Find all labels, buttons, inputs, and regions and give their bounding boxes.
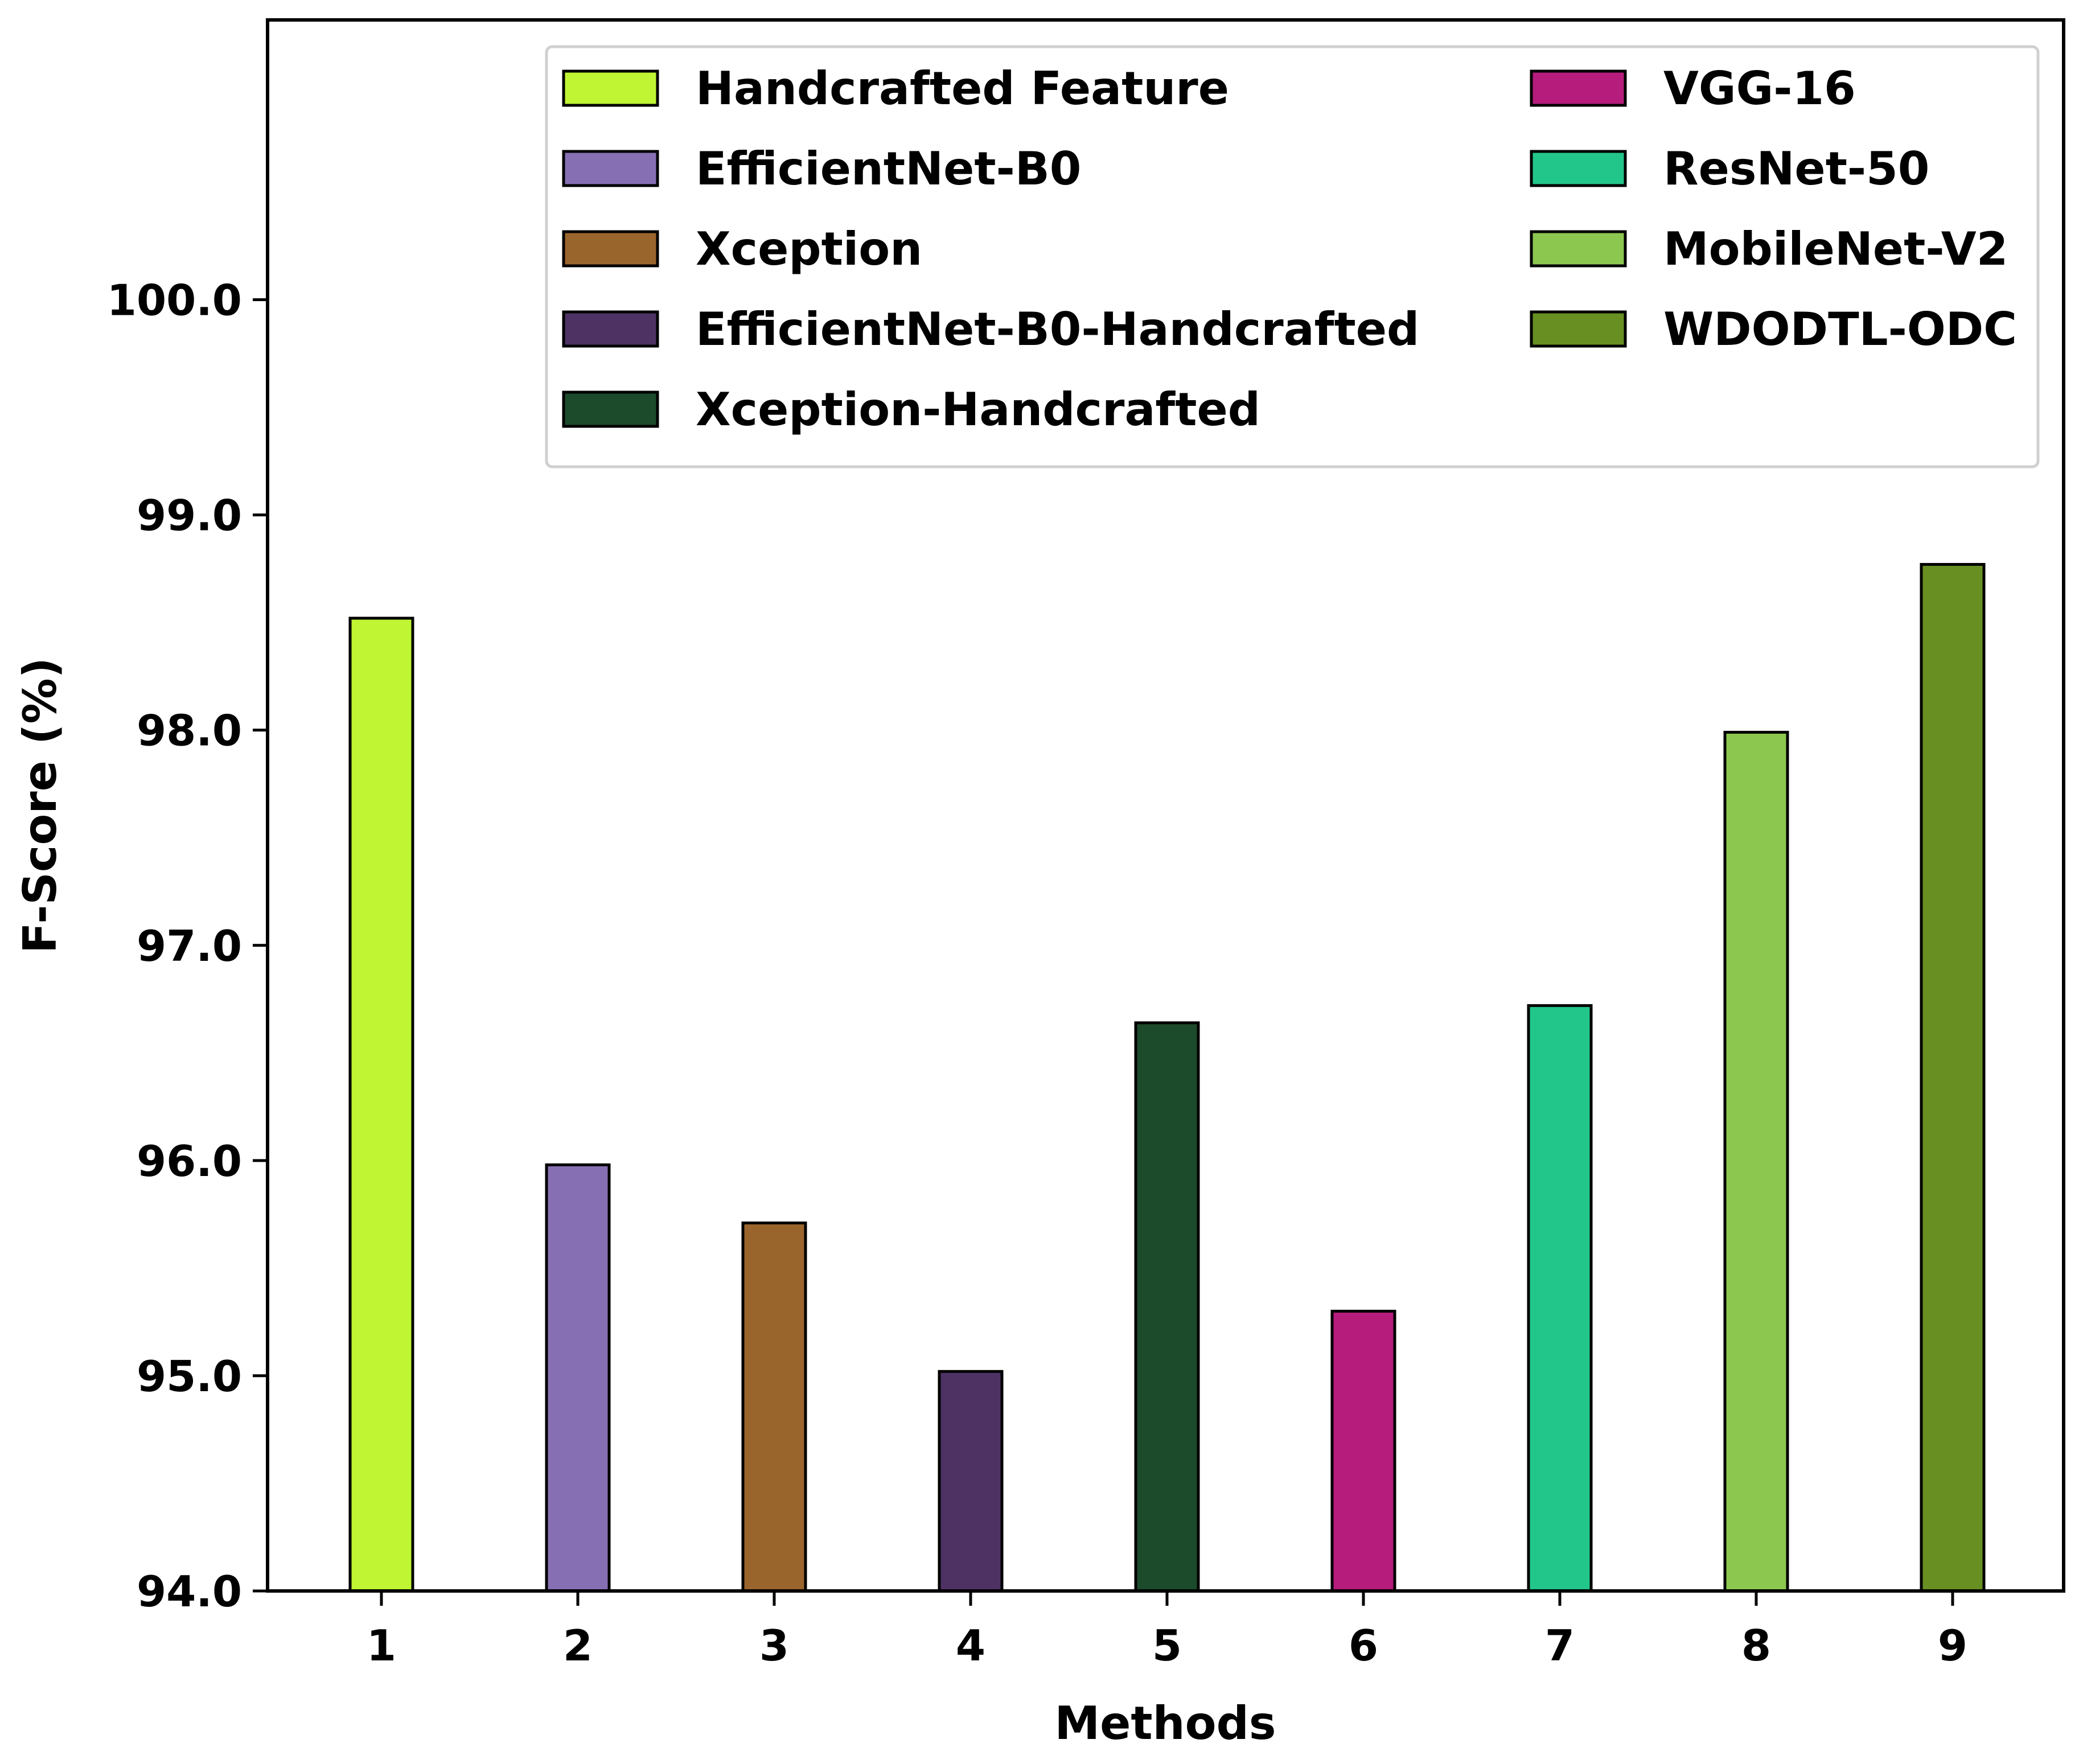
y-axis-title: F-Score (%) xyxy=(14,657,67,953)
bar-1 xyxy=(348,616,414,1593)
x-tick-label: 2 xyxy=(563,1621,593,1671)
y-tick-label: 94.0 xyxy=(137,1566,242,1617)
legend-label: Xception xyxy=(696,223,922,276)
y-tick-label: 100.0 xyxy=(107,276,242,326)
bar-7 xyxy=(1527,1004,1593,1593)
x-tick-label: 4 xyxy=(956,1621,985,1671)
legend-label: WDODTL-ODC xyxy=(1663,303,2017,356)
y-tick-label: 98.0 xyxy=(137,706,242,756)
x-tick-label: 5 xyxy=(1152,1621,1182,1671)
legend-label: MobileNet-V2 xyxy=(1663,223,2008,276)
legend-swatch xyxy=(1530,150,1627,187)
bar-8 xyxy=(1723,730,1789,1593)
legend-swatch xyxy=(1530,230,1627,268)
x-tick-label: 6 xyxy=(1349,1621,1378,1671)
x-tick-label: 9 xyxy=(1938,1621,1967,1671)
x-axis: 1 2 3 4 5 6 7 8 9 xyxy=(367,1591,1967,1671)
legend-label: ResNet-50 xyxy=(1663,142,1929,195)
legend-swatch xyxy=(562,230,659,268)
legend-label: Xception-Handcrafted xyxy=(696,383,1260,436)
y-tick-label: 97.0 xyxy=(137,921,242,971)
x-tick-label: 7 xyxy=(1545,1621,1575,1671)
bar-2 xyxy=(545,1163,611,1593)
bar-6 xyxy=(1330,1309,1396,1593)
x-tick-label: 8 xyxy=(1741,1621,1771,1671)
legend-label: EfficientNet-B0-Handcrafted xyxy=(696,303,1419,356)
legend: Handcrafted Feature EfficientNet-B0 Xcepti… xyxy=(545,45,2040,468)
legend-swatch xyxy=(562,390,659,428)
legend-swatch xyxy=(562,69,659,107)
legend-swatch xyxy=(1530,69,1627,107)
x-axis-title: Methods xyxy=(1055,1697,1276,1750)
bar-3 xyxy=(741,1221,807,1593)
bar-5 xyxy=(1134,1021,1200,1593)
legend-label: Handcrafted Feature xyxy=(696,62,1229,115)
legend-label: EfficientNet-B0 xyxy=(696,142,1081,195)
legend-swatch xyxy=(1530,310,1627,348)
bars-group xyxy=(348,563,1986,1593)
y-axis: 94.0 95.0 96.0 97.0 98.0 99.0 100.0 xyxy=(107,276,268,1617)
bar-4 xyxy=(938,1370,1004,1593)
legend-label: VGG-16 xyxy=(1663,62,1856,115)
x-tick-label: 1 xyxy=(367,1621,396,1671)
legend-swatch xyxy=(562,310,659,348)
legend-box xyxy=(545,45,2040,468)
y-tick-label: 99.0 xyxy=(137,491,242,541)
bar-9 xyxy=(1920,563,1986,1593)
y-tick-label: 95.0 xyxy=(137,1351,242,1401)
x-tick-label: 3 xyxy=(759,1621,789,1671)
y-tick-label: 96.0 xyxy=(137,1136,242,1186)
legend-swatch xyxy=(562,150,659,187)
